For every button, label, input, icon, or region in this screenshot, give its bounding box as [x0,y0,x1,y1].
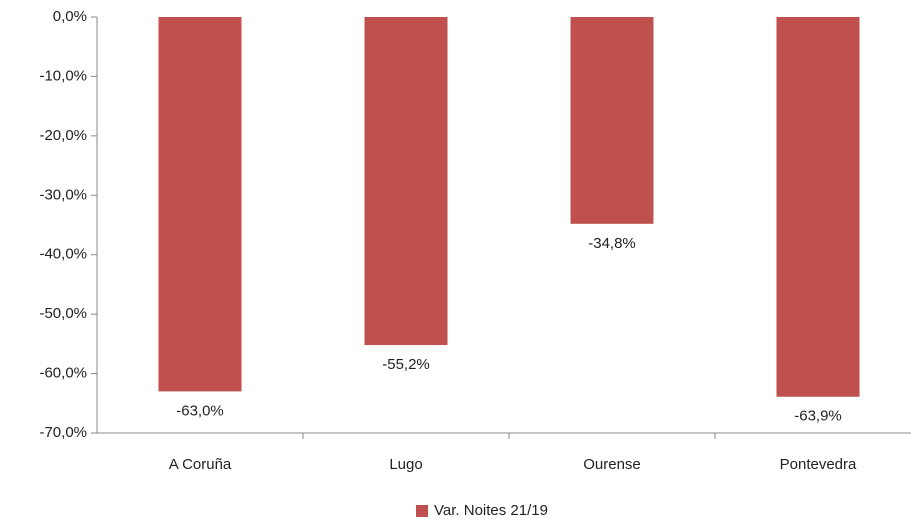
y-tick-label: -40,0% [39,246,87,263]
value-label: -63,0% [176,402,224,419]
x-tick-label: Ourense [583,456,641,473]
y-tick-label: 0,0% [53,8,87,25]
x-tick-label: Pontevedra [780,456,857,473]
y-tick-label: -10,0% [39,67,87,84]
x-tick-label: Lugo [389,456,422,473]
bar [364,17,448,346]
bar [570,17,654,224]
y-tick-label: -70,0% [39,424,87,441]
value-label: -34,8% [588,235,636,252]
y-tick-label: -50,0% [39,305,87,322]
bar [776,17,860,397]
value-label: -63,9% [794,408,842,425]
value-label: -55,2% [382,356,430,373]
legend-label: Var. Noites 21/19 [434,502,548,519]
x-tick-label: A Coruña [169,456,232,473]
y-tick-label: -60,0% [39,365,87,382]
bar [158,17,242,392]
y-tick-label: -30,0% [39,186,87,203]
legend-swatch [416,505,428,517]
y-tick-label: -20,0% [39,127,87,144]
